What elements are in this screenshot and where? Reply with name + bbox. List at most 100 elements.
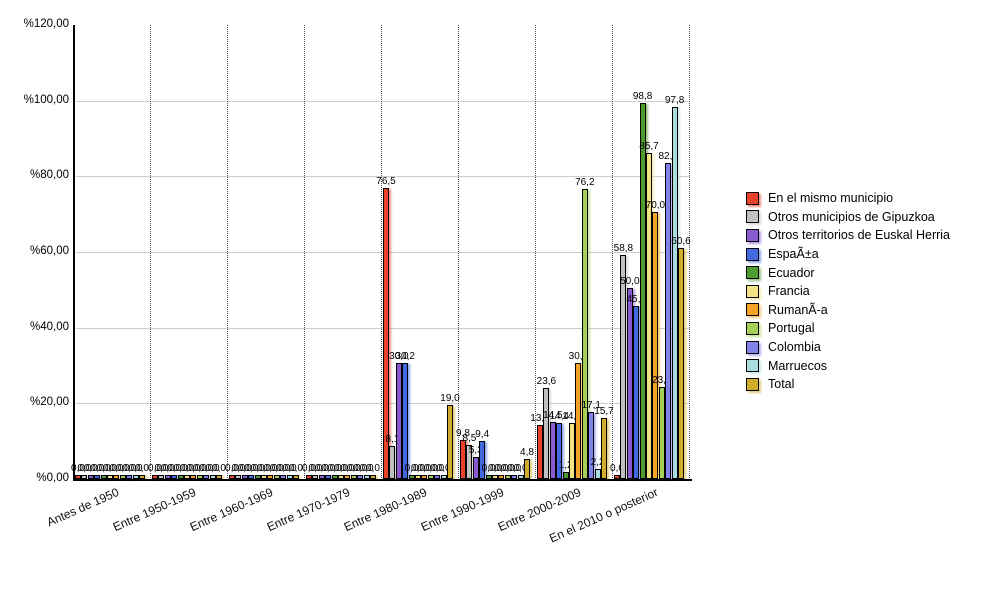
bar-7-en-el-mismo-municipio (537, 425, 543, 479)
y-tick-label: %0,00 (36, 472, 69, 484)
bar-1-total (139, 475, 145, 479)
legend-label: En el mismo municipio (768, 191, 894, 206)
bar-6-portugal (504, 475, 511, 479)
category-separator (689, 25, 690, 480)
y-tick-label: %120,00 (23, 18, 69, 30)
bar-2-en-el-mismo-municipio (152, 475, 158, 479)
bar-8-espa-a (633, 306, 640, 479)
bar-5-espa-a (402, 363, 409, 479)
legend-swatch-icon (746, 284, 759, 298)
legend-label: Marruecos (768, 358, 828, 373)
bar-value-label: 0,0 (212, 463, 226, 474)
bar-value-label: 14,5 (543, 410, 563, 421)
bar-value-label: 9,8 (456, 428, 470, 439)
bar-4-otros-municipios-de-gipuzkoa (312, 475, 319, 479)
bar-4-portugal (350, 475, 357, 479)
y-tick-label: %20,00 (29, 396, 69, 409)
bar-1-en-el-mismo-municipio (75, 475, 81, 479)
legend-swatch-icon (746, 247, 759, 261)
legend-item: Colombia (746, 338, 950, 357)
bar-value-label: 82,9 (658, 151, 678, 162)
bar-value-label: 15,7 (594, 406, 614, 417)
bar-3-otros-municipios-de-gipuzkoa (235, 475, 242, 479)
bar-value-label: 0,0 (436, 463, 451, 474)
bar-value-label: 5,3 (468, 445, 483, 456)
bar-3-otros-territorios-de-euskal-herria (241, 475, 248, 479)
bar-5-otros-municipios-de-gipuzkoa (389, 446, 396, 479)
x-axis-label-2: Entre 1950-1959 (110, 485, 198, 535)
bar-value-label: 0,0 (302, 463, 316, 474)
bar-value-label: 0,0 (173, 463, 188, 474)
bar-value-label: 0,0 (404, 463, 419, 474)
bar-value-label: 1,2 (558, 460, 573, 471)
legend-swatch-icon (746, 321, 759, 335)
legend-label: Otros territorios de Euskal Herria (768, 228, 951, 243)
bar-value-label: 0,0 (513, 463, 528, 474)
bar-6-marruecos (517, 475, 524, 479)
category-separator (304, 25, 305, 480)
category-separator (535, 25, 536, 480)
bar-1-otros-territorios-de-euskal-herria (87, 475, 94, 479)
legend-swatch-icon (746, 266, 759, 280)
legend-swatch-icon (746, 228, 759, 242)
bar-value-label: 0,0 (186, 463, 201, 474)
bar-value-label: 97,8 (664, 95, 685, 106)
bar-value-label: 0,0 (321, 463, 336, 474)
category-separator (381, 25, 382, 480)
bar-value-label: 76,5 (376, 176, 396, 187)
legend-swatch-icon (746, 377, 759, 391)
bar-1-espa-a (94, 475, 101, 479)
legend-label: RumanÃ-a (768, 302, 828, 317)
bar-5-ruman-a (421, 475, 428, 479)
bar-value-label: 0,0 (282, 463, 297, 474)
bar-value-label: 0,0 (263, 463, 278, 474)
bar-1-colombia (126, 475, 133, 479)
bar-2-otros-municipios-de-gipuzkoa (158, 475, 165, 479)
bar-value-label: 0,0 (244, 463, 259, 474)
bar-4-otros-territorios-de-euskal-herria (318, 475, 325, 479)
legend-swatch-icon (746, 191, 759, 205)
bar-value-label: 0,0 (417, 463, 432, 474)
x-axis-line (73, 479, 692, 481)
bar-4-francia (338, 475, 344, 479)
category-separator (612, 25, 613, 480)
bar-value-label: 0,0 (122, 463, 137, 474)
bar-value-label: 0,0 (314, 463, 329, 474)
bar-7-ruman-a (575, 363, 582, 479)
bar-value-label: 0,0 (340, 463, 355, 474)
bar-4-en-el-mismo-municipio (306, 475, 312, 479)
bar-8-francia (646, 153, 652, 479)
bar-5-portugal (427, 475, 434, 479)
bar-value-label: 85,7 (639, 141, 659, 152)
y-axis-line (73, 25, 75, 481)
bar-2-ruman-a (190, 475, 197, 479)
bar-8-ruman-a (652, 212, 659, 479)
bar-value-label: 0,0 (90, 463, 105, 474)
bar-5-colombia (434, 475, 441, 479)
bar-1-ruman-a (113, 475, 120, 479)
bar-value-label: 0,0 (423, 463, 438, 474)
bar-7-colombia (588, 412, 595, 479)
bar-value-label: 0,0 (128, 463, 143, 474)
bar-6-otros-territorios-de-euskal-herria (472, 457, 479, 479)
bar-value-label: 14,3 (562, 411, 582, 422)
x-axis-label-6: Entre 1990-1999 (418, 485, 506, 535)
bar-value-label: 0,0 (257, 463, 271, 474)
bar-5-en-el-mismo-municipio (383, 188, 389, 479)
bar-value-label: 0,0 (269, 463, 284, 474)
bar-value-label: 0,0 (103, 463, 117, 474)
legend-label: Ecuador (768, 265, 815, 280)
bar-7-otros-territorios-de-euskal-herria (549, 422, 556, 479)
bar-value-label: 70,0 (645, 200, 666, 211)
bar-4-colombia (357, 475, 364, 479)
bar-value-label: 0,0 (250, 463, 265, 474)
bar-value-label: 17,1 (581, 400, 601, 411)
bar-value-label: 0,0 (334, 463, 348, 474)
bar-value-label: 0,0 (327, 463, 342, 474)
bar-6-francia (492, 475, 498, 479)
bar-value-label: 0,0 (494, 463, 509, 474)
bar-value-label: 0,0 (366, 463, 380, 474)
bar-8-otros-municipios-de-gipuzkoa (620, 255, 627, 479)
bar-value-label: 0,0 (488, 463, 502, 474)
bar-8-colombia (665, 163, 672, 479)
